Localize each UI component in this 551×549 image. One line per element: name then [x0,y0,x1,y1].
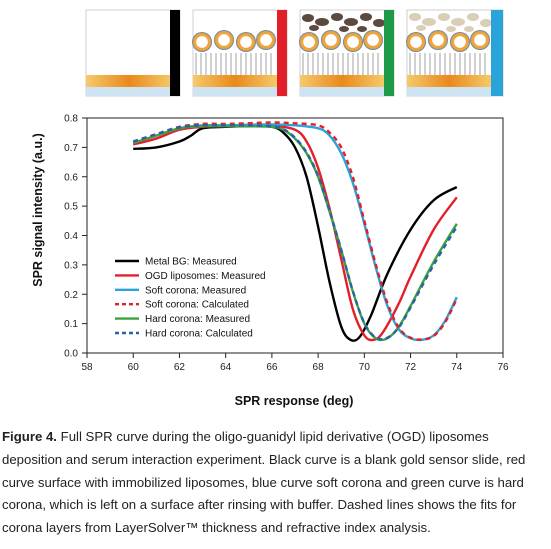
legend-label: Soft corona: Measured [145,285,246,296]
y-tick-label: 0.2 [64,290,78,301]
panel-bar-hard-corona [491,10,503,96]
figure-caption: Figure 4. Full SPR curve during the olig… [2,426,550,540]
x-tick-label: 76 [497,362,509,373]
y-tick-label: 0.5 [64,202,78,213]
y-axis-title: SPR signal intensity (a.u.) [31,133,45,287]
x-axis-title: SPR response (deg) [235,394,354,408]
legend: Metal BG: Measured OGD liposomes: Measure… [115,257,266,340]
panel-metal-bg [85,9,181,97]
panel-ogd-liposomes [192,9,288,97]
caption-body: Full SPR curve during the oligo-guanidyl… [2,429,526,536]
panel-bar-ogd-liposomes [277,10,287,96]
panel-bar-soft-corona [384,10,394,96]
y-tick-label: 0.7 [64,143,78,154]
y-tick-label: 0.4 [64,231,78,242]
x-tick-label: 58 [81,362,93,373]
panel-hard-corona [406,9,504,97]
y-tick-label: 0.3 [64,260,78,271]
legend-label: Soft corona: Calculated [145,300,249,311]
spr-chart: 58 60 62 64 66 68 70 72 74 76 0.0 0.1 0.2 0.3 0.4 0.5 0.… [31,114,509,409]
panel-soft-corona [299,9,395,97]
x-tick-label: 64 [220,362,232,373]
x-tick-label: 60 [128,362,140,373]
panel-bar-metal-bg [170,10,180,96]
y-tick-label: 0.6 [64,172,78,183]
x-tick-label: 66 [266,362,278,373]
y-tick-label: 0.1 [64,319,78,330]
x-tick-label: 72 [405,362,417,373]
x-tick-label: 70 [359,362,371,373]
series-line-soft-corona-calculated [132,121,458,341]
series-layer [132,121,458,342]
axes: 58 60 62 64 66 68 70 72 74 76 0.0 0.1 0.2 0.3 0.4 0.5 0.… [64,114,509,374]
x-tick-label: 62 [174,362,186,373]
series-line-hard-corona-calculated [132,123,458,341]
y-tick-label: 0.0 [64,349,78,360]
legend-label: Metal BG: Measured [145,257,237,268]
y-tick-label: 0.8 [64,114,78,125]
x-tick-label: 74 [451,362,463,373]
legend-label: OGD liposomes: Measured [145,271,266,282]
schematic-panels [85,9,504,97]
legend-label: Hard corona: Measured [145,314,250,325]
x-tick-label: 68 [313,362,325,373]
caption-lead: Figure 4. [2,429,57,444]
legend-label: Hard corona: Calculated [145,329,253,340]
